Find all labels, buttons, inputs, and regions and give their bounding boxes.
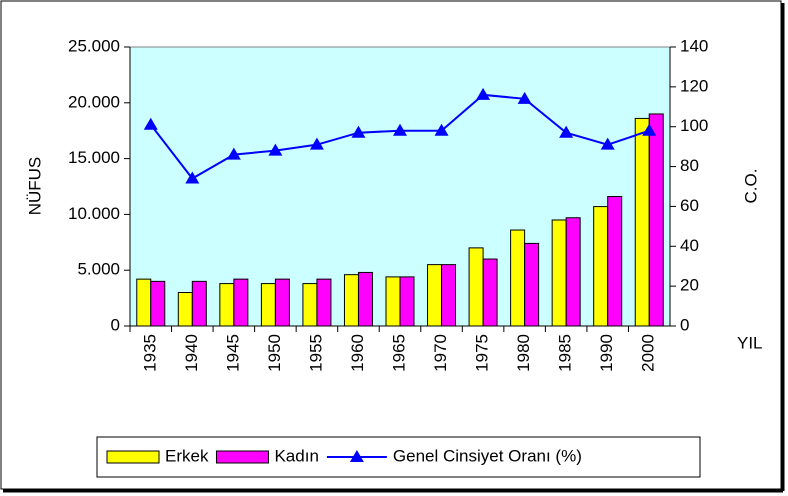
y2-tick-label: 80 — [680, 156, 699, 175]
bar — [399, 276, 415, 327]
bar — [427, 264, 443, 327]
bar — [524, 242, 540, 327]
bar — [551, 219, 567, 327]
x-tick-label: 1975 — [473, 334, 492, 372]
legend-label: Genel Cinsiyet Oranı (%) — [393, 446, 582, 465]
legend-swatch — [106, 450, 160, 464]
x-tick-label: 1940 — [182, 334, 201, 372]
x-tick-label: 1950 — [265, 334, 284, 372]
marker — [351, 125, 366, 138]
marker — [393, 123, 407, 136]
bar — [357, 271, 373, 327]
y2-tick-label: 20 — [680, 276, 699, 295]
bar — [565, 217, 581, 327]
marker — [517, 91, 532, 104]
x-tick-label: 1980 — [514, 334, 533, 372]
marker — [143, 117, 158, 130]
y2-tick-label: 40 — [680, 236, 699, 255]
y2-axis-label: C.O. — [741, 169, 760, 204]
bar — [136, 278, 152, 327]
y2-tick-label: 120 — [680, 76, 708, 95]
bar — [385, 276, 401, 327]
bar — [233, 278, 249, 327]
bar — [510, 229, 526, 327]
y2-tick-label: 100 — [680, 116, 708, 135]
marker — [434, 123, 449, 136]
bar — [648, 113, 664, 327]
marker — [642, 123, 657, 136]
y-tick-label: 15.000 — [68, 148, 120, 167]
legend-box — [96, 436, 701, 478]
bar — [191, 280, 207, 327]
x-tick-label: 1960 — [348, 334, 367, 372]
legend-swatch — [349, 450, 364, 462]
y2-tick-label: 140 — [680, 36, 708, 55]
marker — [309, 137, 324, 150]
x-tick-label: 1935 — [140, 334, 159, 372]
bar — [607, 196, 623, 327]
x-tick-label: 1955 — [306, 334, 325, 372]
bar — [634, 117, 650, 327]
bar — [177, 292, 193, 327]
x-tick-label: 1970 — [431, 334, 450, 372]
y-tick-label: 10.000 — [68, 204, 120, 223]
y-tick-label: 20.000 — [68, 92, 120, 111]
x-tick-label: 2000 — [639, 334, 658, 372]
x-tick-label: 1985 — [556, 334, 575, 372]
legend-swatch — [215, 450, 269, 464]
marker — [476, 87, 491, 100]
y2-tick-label: 60 — [680, 196, 699, 215]
y2-tick-label: 0 — [680, 315, 689, 334]
bar — [316, 278, 332, 327]
bar — [150, 280, 166, 327]
marker — [185, 171, 200, 184]
x-tick-label: 1990 — [597, 334, 616, 372]
bar — [482, 258, 498, 327]
x-axis-label: YIL — [737, 333, 763, 352]
y-tick-label: 25.000 — [68, 36, 120, 55]
bar — [274, 278, 290, 327]
bar — [468, 247, 484, 327]
bar — [593, 206, 609, 327]
marker — [559, 125, 574, 138]
bar — [302, 283, 318, 327]
bar — [441, 264, 457, 327]
bar — [260, 283, 276, 327]
y-tick-label: 5.000 — [77, 260, 120, 279]
y-tick-label: 0 — [111, 315, 120, 334]
marker — [600, 137, 615, 150]
bar — [219, 283, 235, 327]
marker — [226, 147, 241, 160]
x-tick-label: 1945 — [223, 334, 242, 372]
legend-label: Erkek — [165, 446, 209, 465]
x-tick-label: 1965 — [389, 334, 408, 372]
legend-label: Kadın — [274, 446, 318, 465]
bar — [343, 274, 359, 327]
y-axis-label: NÜFUS — [25, 157, 44, 216]
marker — [268, 143, 283, 156]
